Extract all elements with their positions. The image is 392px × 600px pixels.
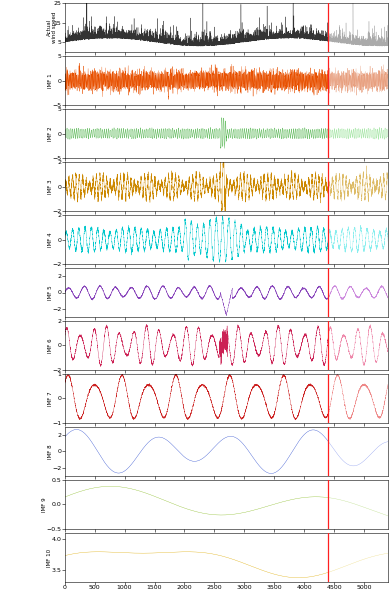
- Y-axis label: IMF 2: IMF 2: [48, 126, 53, 141]
- Y-axis label: IMF 4: IMF 4: [48, 232, 53, 247]
- Y-axis label: IMF 9: IMF 9: [42, 497, 47, 512]
- Y-axis label: IMF 3: IMF 3: [48, 179, 53, 194]
- Y-axis label: IMF 6: IMF 6: [48, 338, 53, 353]
- Y-axis label: Actual
wind speed: Actual wind speed: [47, 12, 57, 43]
- Y-axis label: IMF 8: IMF 8: [48, 444, 53, 459]
- Y-axis label: IMF 1: IMF 1: [48, 73, 53, 88]
- Y-axis label: IMF 7: IMF 7: [48, 391, 53, 406]
- Y-axis label: IMF 10: IMF 10: [47, 548, 53, 566]
- Y-axis label: IMF 5: IMF 5: [48, 285, 53, 300]
